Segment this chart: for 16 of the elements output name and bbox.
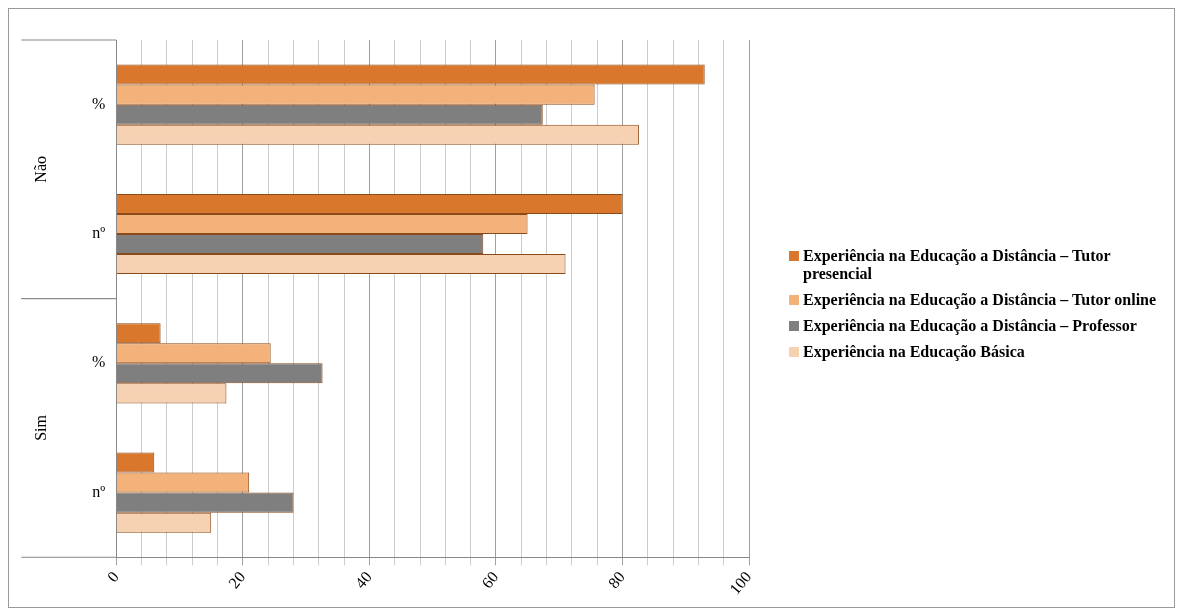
x-tick-label: 80: [604, 568, 628, 592]
text: Não: [31, 155, 49, 183]
legend-label: Experiência na Educação Básica: [803, 343, 1025, 361]
y-tick-label: nº: [92, 482, 106, 500]
text: Sim: [31, 414, 49, 441]
legend-label: Experiência na Educação a Distância – Professor: [803, 317, 1137, 335]
y-tick-label: %: [92, 353, 106, 371]
x-tick-label: 60: [478, 568, 502, 592]
x-tick-label: 20: [225, 568, 249, 592]
y-tick-label: %: [92, 94, 106, 112]
x-tick-label: 100: [726, 568, 755, 598]
x-tick-label: 40: [351, 568, 375, 592]
legend-label: Experiência na Educação a Distância – Tutor online: [803, 291, 1157, 309]
y-tick-label: nº: [92, 224, 106, 242]
x-tick-label: 0: [103, 568, 122, 586]
legend-label: Experiência na Educação a Distância – Tutor presencial: [803, 247, 1112, 283]
